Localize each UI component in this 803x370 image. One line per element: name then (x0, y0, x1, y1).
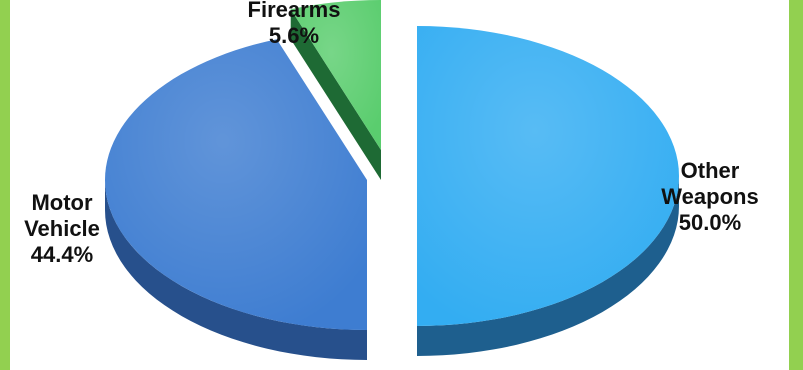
chart-frame: Other Weapons 50.0% Motor Vehicle 44.4% Firear… (10, 0, 789, 370)
pie-slice-tops (104, 0, 679, 331)
slice-highlight-motor-vehicle (104, 39, 367, 331)
data-label-other-weapons: Other Weapons 50.0% (661, 158, 758, 235)
slice-highlight-other-weapons (417, 26, 679, 326)
pie-chart: Other Weapons 50.0% Motor Vehicle 44.4% Firear… (24, 0, 759, 360)
slice-highlight-firearms (290, 0, 381, 150)
slice-cut-face-firearms-0 (290, 9, 381, 180)
data-label-firearms: Firearms 5.6% (248, 0, 341, 48)
data-label-motor-vehicle: Motor Vehicle 44.4% (24, 190, 100, 267)
pie-data-labels: Other Weapons 50.0% Motor Vehicle 44.4% Firear… (24, 0, 759, 267)
